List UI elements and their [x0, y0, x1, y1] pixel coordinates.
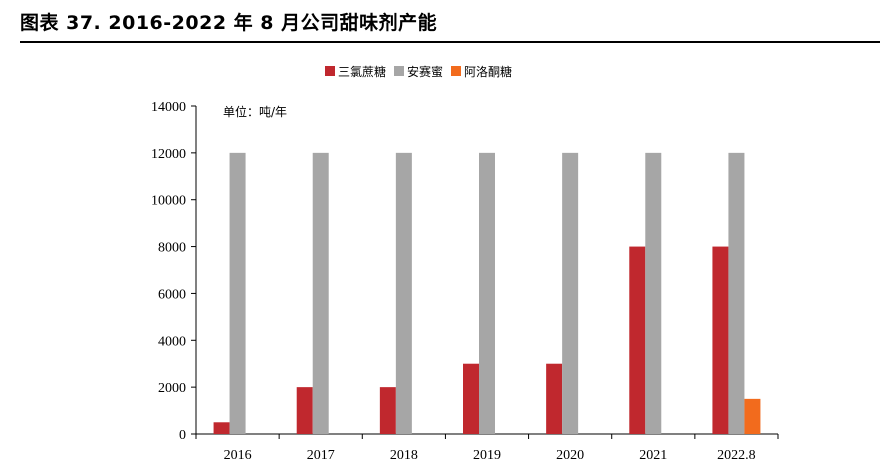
bar-groups	[213, 152, 761, 434]
y-tick-label: 0	[179, 428, 186, 443]
legend-swatch	[394, 66, 404, 76]
legend-label: 三氯蔗糖	[338, 64, 386, 79]
y-tick-label: 6000	[158, 287, 186, 302]
bar	[546, 363, 563, 434]
bar	[296, 387, 313, 434]
bar	[629, 246, 646, 434]
bar	[229, 152, 246, 434]
bar	[645, 152, 662, 434]
chart-legend: 三氯蔗糖 安赛蜜 阿洛酮糖	[325, 64, 512, 79]
y-axis: 0 2000 4000 6000 8000 10000 12000 14000	[151, 100, 197, 443]
bar	[395, 152, 412, 434]
bar	[479, 152, 495, 434]
x-tick-label: 2018	[390, 448, 418, 463]
x-tick-label: 2016	[224, 448, 252, 463]
y-tick-label: 12000	[151, 147, 186, 162]
x-tick-label: 2021	[639, 448, 667, 463]
bar	[744, 398, 761, 434]
x-axis: 2016 2017 2018 2019 2020 2021 2022.8	[195, 433, 779, 463]
x-tick-label: 2019	[473, 448, 501, 463]
figure-title: 图表 37. 2016-2022 年 8 月公司甜味剂产能	[20, 12, 438, 34]
x-tick-label: 2017	[307, 448, 335, 463]
y-tick-label: 14000	[151, 100, 186, 115]
legend-label: 安赛蜜	[407, 64, 443, 79]
y-tick-label: 10000	[151, 194, 186, 209]
y-tick-label: 2000	[158, 381, 186, 396]
title-divider	[20, 41, 880, 43]
bar	[379, 387, 396, 434]
bar	[562, 152, 579, 434]
y-tick-label: 8000	[158, 241, 186, 256]
legend-swatch	[325, 66, 335, 76]
legend-swatch	[451, 66, 461, 76]
bar	[213, 422, 230, 434]
bar	[712, 246, 729, 434]
bar	[463, 363, 479, 434]
legend-label: 阿洛酮糖	[464, 64, 512, 79]
bar	[312, 152, 329, 434]
unit-label: 单位：吨/年	[223, 104, 287, 119]
bar	[728, 152, 745, 434]
x-tick-label: 2020	[556, 448, 584, 463]
x-tick-label: 2022.8	[717, 448, 756, 463]
y-tick-label: 4000	[158, 334, 186, 349]
